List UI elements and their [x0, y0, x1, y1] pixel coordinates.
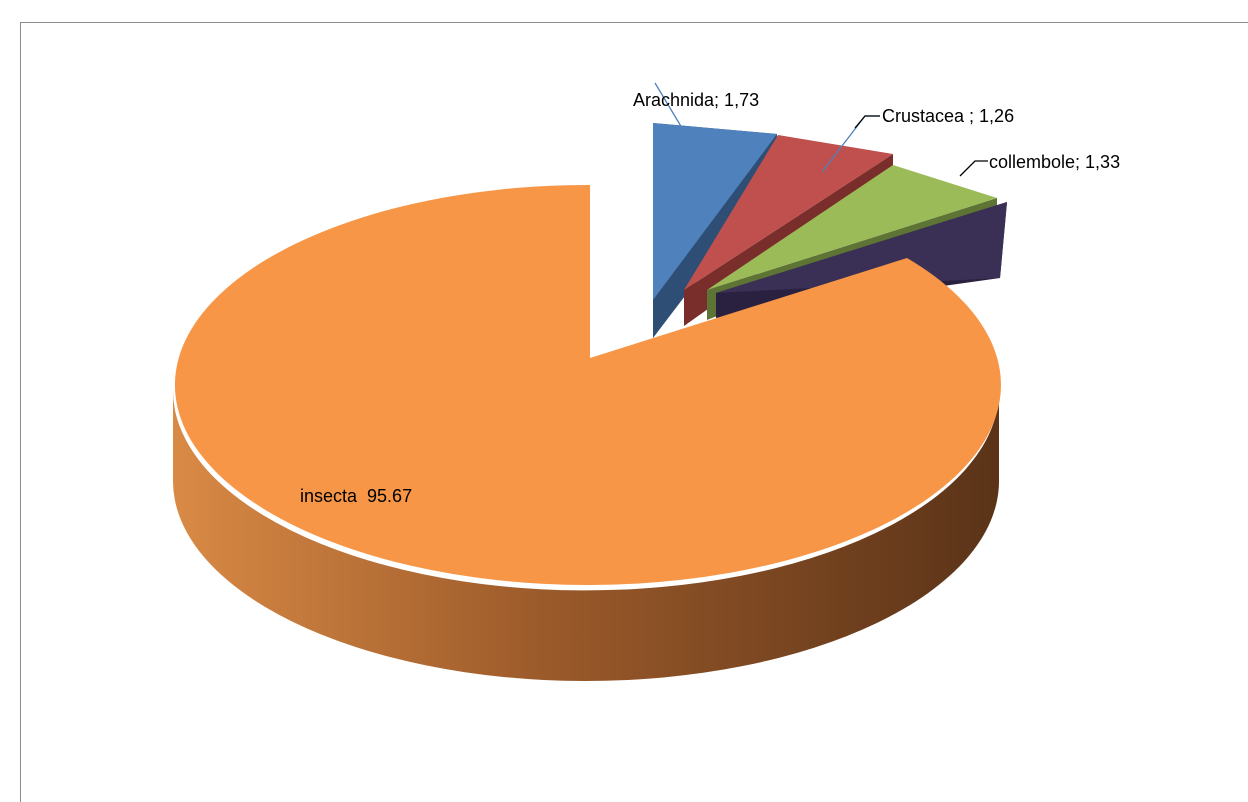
label-insecta: insecta 95.67: [300, 486, 412, 506]
slice-crustacea-top: [684, 135, 893, 290]
label-crustacea: Crustacea ; 1,26: [882, 106, 1014, 126]
label-collembole: collembole; 1,33: [989, 152, 1120, 172]
slice-other-top: [716, 202, 1007, 293]
label-arachnida: Arachnida; 1,73: [633, 90, 759, 110]
slice-arachnida-top: [653, 123, 777, 300]
slice-other: [716, 202, 1007, 318]
leader-arachnida: [654, 82, 683, 129]
leader-collembole: [959, 160, 988, 177]
leader-crustacea-black: [854, 115, 880, 129]
chart-area: [20, 22, 1248, 802]
slice-arachnida: [653, 123, 777, 338]
slice-insecta: [172, 184, 1001, 682]
slice-collembole-top: [707, 165, 997, 290]
slice-insecta-top: [174, 184, 1001, 585]
slice-insecta-side: [172, 388, 999, 682]
leader-lines: [654, 82, 988, 177]
